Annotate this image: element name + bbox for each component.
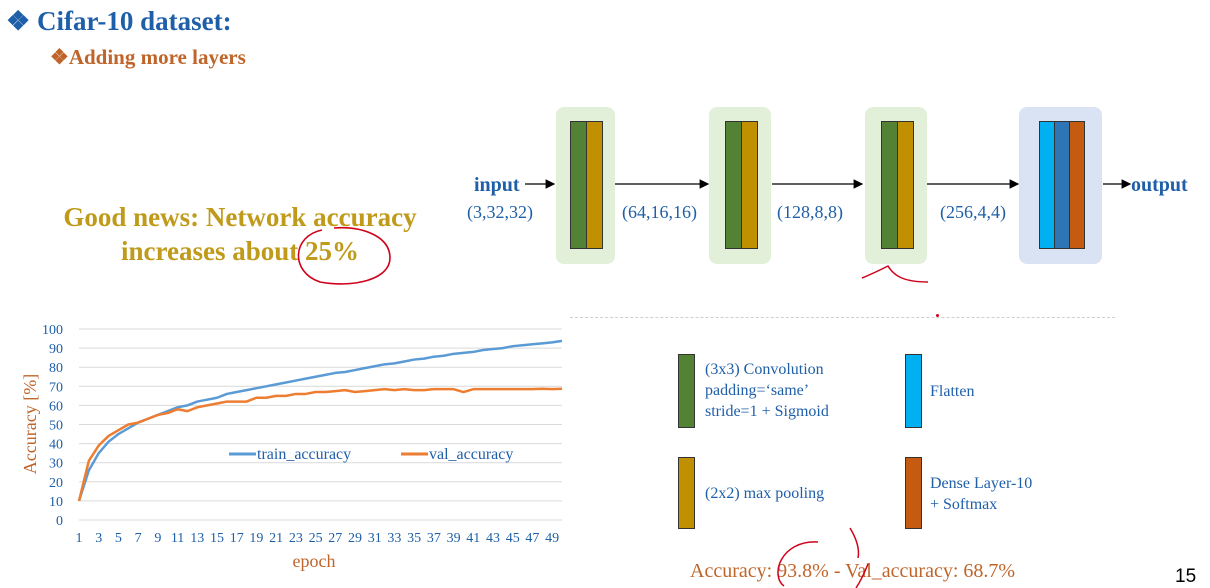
good-news-line-1: Good news: Network accuracy	[63, 202, 417, 232]
x-tick-label: 47	[525, 531, 539, 546]
y-tick-label: 70	[49, 380, 63, 395]
chart-grid	[79, 328, 562, 521]
legend-pool-swatch	[678, 457, 695, 529]
x-tick-label: 21	[269, 531, 283, 546]
x-tick-label: 13	[190, 531, 204, 546]
input-label: input	[474, 174, 520, 196]
legend-dense-swatch	[905, 457, 922, 529]
x-tick-label: 31	[368, 531, 382, 546]
annotation-circle-25	[297, 226, 391, 285]
page-number: 15	[1175, 566, 1197, 587]
conv-block-3	[865, 107, 927, 264]
chart-x-axis-label: epoch	[293, 551, 336, 571]
separator-line	[570, 317, 1115, 318]
output-label: output	[1131, 174, 1188, 196]
legend-label-val-accuracy: val_accuracy	[429, 446, 513, 463]
y-tick-label: 80	[49, 361, 63, 376]
legend-conv-swatch	[678, 354, 695, 428]
x-tick-label: 27	[328, 531, 342, 546]
accuracy-summary: Accuracy: 93.8% - Val_accuracy: 68.7%	[690, 560, 1016, 582]
x-tick-label: 17	[230, 531, 244, 546]
x-tick-label: 29	[348, 531, 362, 546]
chart-legend: train_accuracy val_accuracy	[229, 446, 513, 463]
pool-layer-2	[741, 121, 758, 249]
good-news-line-2: increases about 25%	[120, 236, 359, 266]
pool-layer-1	[586, 121, 603, 249]
y-tick-label: 10	[49, 495, 63, 510]
conv-layer-2	[725, 121, 742, 249]
series-line-train-accuracy	[77, 339, 563, 502]
x-tick-label: 43	[486, 531, 500, 546]
x-tick-label: 3	[95, 531, 102, 546]
chart-lines	[77, 339, 563, 502]
legend-flatten-swatch	[905, 354, 922, 428]
x-tick-label: 39	[447, 531, 461, 546]
series-line-val-accuracy	[77, 387, 563, 502]
input-shape-label: (3,32,32)	[467, 202, 533, 222]
x-tick-label: 25	[309, 531, 323, 546]
conv-block-2	[709, 107, 771, 264]
shape-label-3: (128,8,8)	[777, 202, 843, 222]
x-tick-label: 5	[115, 531, 122, 546]
shape-label-2: (64,16,16)	[622, 202, 697, 222]
dense-block	[1019, 107, 1102, 264]
diagram-arrows	[525, 179, 1132, 283]
x-tick-label: 35	[407, 531, 421, 546]
x-tick-label: 19	[249, 531, 263, 546]
chart-y-ticks: 0 10 20 30 40 50 60 70 80 90 100	[42, 323, 63, 529]
red-dot	[936, 314, 939, 317]
x-tick-label: 9	[154, 531, 161, 546]
good-news-text: Good news: Network accuracy increases ab…	[30, 200, 450, 268]
x-tick-label: 11	[171, 531, 184, 546]
chart-x-ticks: 1 3 5 7 9 11 13 15 17 19 21 23 25 27 29 31 33 35 37 39 41 43 4…	[76, 531, 560, 546]
conv-block-1	[556, 107, 615, 264]
legend-label-train-accuracy: train_accuracy	[257, 446, 351, 463]
legend-dense-text: Dense Layer-10 + Softmax	[930, 475, 1033, 513]
x-tick-label: 1	[76, 531, 83, 546]
y-tick-label: 20	[49, 476, 63, 491]
shape-label-4: (256,4,4)	[940, 202, 1006, 222]
flatten-layer	[1039, 121, 1055, 249]
y-tick-label: 50	[49, 419, 63, 434]
y-tick-label: 40	[49, 438, 63, 453]
legend-flatten-text: Flatten	[930, 383, 975, 400]
legend-conv-text: (3x3) Convolution padding=‘same’ stride=…	[705, 361, 829, 420]
x-tick-label: 49	[545, 531, 559, 546]
conv-layer-1	[570, 121, 587, 249]
annotation-circle-accuracy	[777, 527, 869, 588]
x-tick-label: 7	[135, 531, 142, 546]
y-tick-label: 60	[49, 399, 63, 414]
y-tick-label: 100	[42, 323, 63, 338]
slide-title: ❖ Cifar-10 dataset:	[6, 6, 232, 36]
x-tick-label: 41	[466, 531, 480, 546]
x-tick-label: 23	[289, 531, 303, 546]
x-tick-label: 15	[210, 531, 224, 546]
chart-y-axis-label: Accuracy [%]	[20, 374, 40, 474]
dense-hidden-layer	[1054, 121, 1070, 249]
x-tick-label: 33	[387, 531, 401, 546]
x-tick-label: 45	[506, 531, 520, 546]
legend-pool-text: (2x2) max pooling	[705, 485, 825, 502]
y-tick-label: 90	[49, 342, 63, 357]
slide-subtitle: ❖Adding more layers	[50, 45, 246, 69]
x-tick-label: 37	[427, 531, 441, 546]
conv-layer-3	[881, 121, 898, 249]
pool-layer-3	[897, 121, 914, 249]
y-tick-label: 0	[56, 514, 63, 529]
y-tick-label: 30	[49, 457, 63, 472]
dense-output-layer	[1069, 121, 1085, 249]
